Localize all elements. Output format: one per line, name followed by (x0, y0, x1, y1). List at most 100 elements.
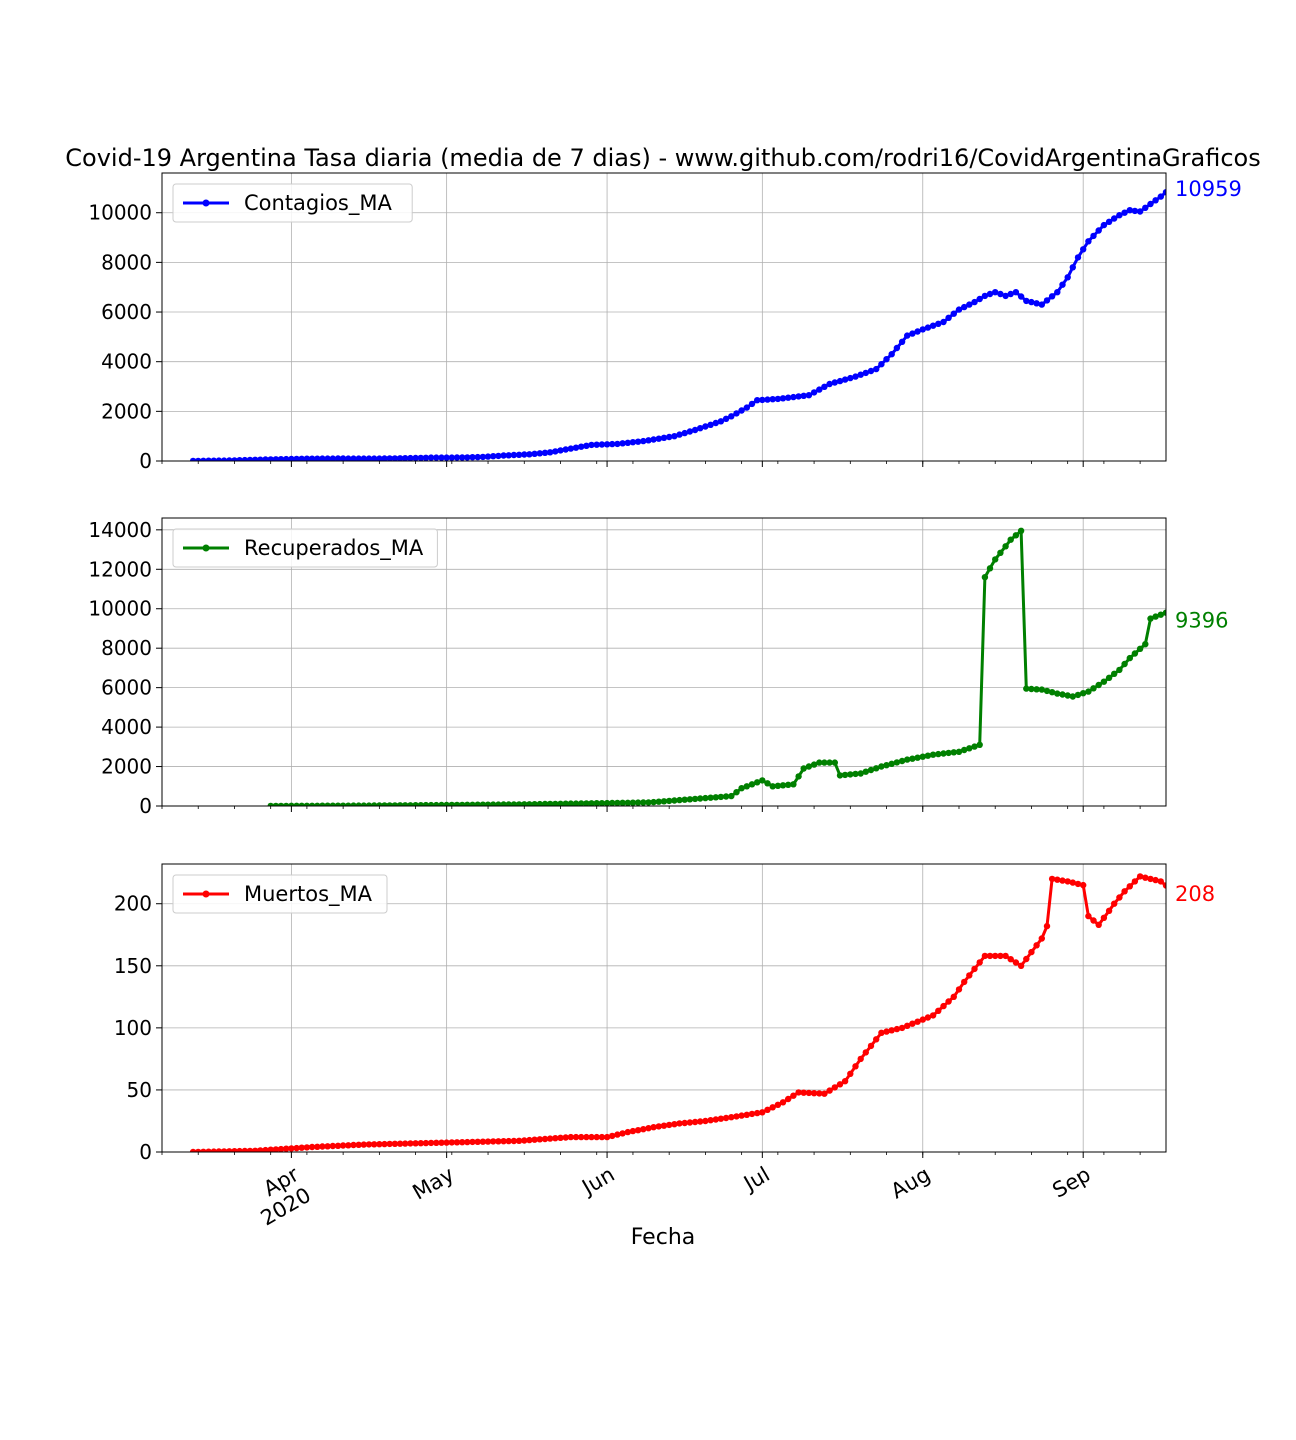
data-point (521, 1137, 528, 1144)
data-point (603, 441, 611, 448)
data-point (857, 371, 864, 378)
data-point (469, 1138, 476, 1146)
data-point (1054, 876, 1061, 883)
data-point (396, 802, 404, 806)
data-point (769, 783, 776, 790)
y-tick-label: 50 (127, 1078, 152, 1102)
data-point (277, 802, 285, 806)
data-point (893, 759, 901, 766)
data-point (702, 423, 709, 430)
data-point (1131, 878, 1139, 885)
data-point (350, 455, 357, 461)
data-point (588, 1133, 595, 1141)
data-point (210, 457, 217, 461)
data-point (412, 802, 419, 806)
data-point (722, 415, 730, 422)
data-point (976, 295, 983, 303)
y-tick-label: 10000 (88, 597, 152, 621)
data-point (262, 1146, 269, 1152)
data-point (402, 1140, 409, 1147)
data-point (790, 1092, 797, 1099)
data-point (1100, 678, 1108, 685)
data-point (448, 801, 455, 806)
data-point (681, 429, 688, 437)
data-point (329, 802, 336, 806)
data-point (1023, 685, 1030, 692)
data-point (474, 801, 481, 806)
data-point (862, 768, 869, 775)
data-point (997, 952, 1004, 960)
data-point (376, 1141, 383, 1148)
data-point (231, 457, 238, 461)
data-point (1080, 690, 1087, 697)
data-point (288, 455, 295, 461)
data-point (521, 801, 528, 806)
data-point (365, 455, 373, 461)
data-point (697, 425, 704, 432)
data-point (355, 802, 362, 806)
data-point (841, 771, 849, 779)
data-point (1002, 952, 1009, 960)
data-point (557, 1134, 564, 1142)
data-point (666, 1121, 673, 1129)
data-point (836, 772, 844, 779)
data-point (966, 745, 973, 752)
data-point (1168, 606, 1174, 612)
data-point (474, 1138, 481, 1146)
data-point (396, 1140, 404, 1147)
data-point (1162, 882, 1166, 889)
data-point (195, 1148, 202, 1152)
data-point (1116, 894, 1123, 901)
data-point (510, 1137, 518, 1145)
data-point (619, 1130, 626, 1137)
data-point (1105, 907, 1113, 914)
data-point (738, 785, 745, 792)
data-point (898, 338, 906, 345)
data-point (334, 455, 342, 461)
data-point (246, 1147, 254, 1152)
data-point (412, 1140, 419, 1147)
data-point (759, 396, 766, 404)
data-point (453, 1139, 461, 1146)
data-point (526, 451, 533, 458)
data-point (365, 1141, 373, 1148)
data-point (619, 799, 626, 806)
data-point (479, 453, 487, 461)
data-point (904, 1022, 911, 1029)
data-point (634, 1127, 642, 1134)
data-point (831, 379, 838, 386)
data-point (402, 802, 409, 806)
data-point (345, 802, 352, 806)
data-point (1038, 935, 1046, 942)
data-point (541, 449, 549, 456)
data-point (210, 1148, 217, 1152)
data-point (774, 1101, 782, 1109)
data-point (257, 456, 264, 461)
data-point (226, 457, 233, 461)
data-point (562, 446, 569, 453)
data-point (1136, 873, 1144, 880)
data-point (484, 801, 492, 806)
data-point (950, 749, 957, 756)
data-point (1147, 200, 1154, 208)
data-point (1157, 878, 1165, 885)
data-point (479, 801, 487, 806)
data-point (624, 439, 631, 446)
data-point (1033, 300, 1040, 307)
y-tick-label: 4000 (101, 350, 152, 374)
data-point (966, 301, 973, 308)
data-point (686, 1119, 694, 1126)
data-point (935, 1007, 942, 1014)
data-point (308, 1143, 316, 1151)
x-tick-label-group: Jun (576, 1162, 618, 1200)
data-point (676, 1120, 683, 1127)
data-point (510, 451, 518, 459)
data-point (438, 1139, 445, 1146)
data-point (800, 1089, 807, 1096)
data-point (748, 1110, 756, 1118)
data-point (1152, 876, 1159, 884)
data-point (381, 455, 388, 461)
data-point (303, 455, 311, 461)
data-point (847, 1070, 854, 1078)
data-point (319, 455, 326, 461)
